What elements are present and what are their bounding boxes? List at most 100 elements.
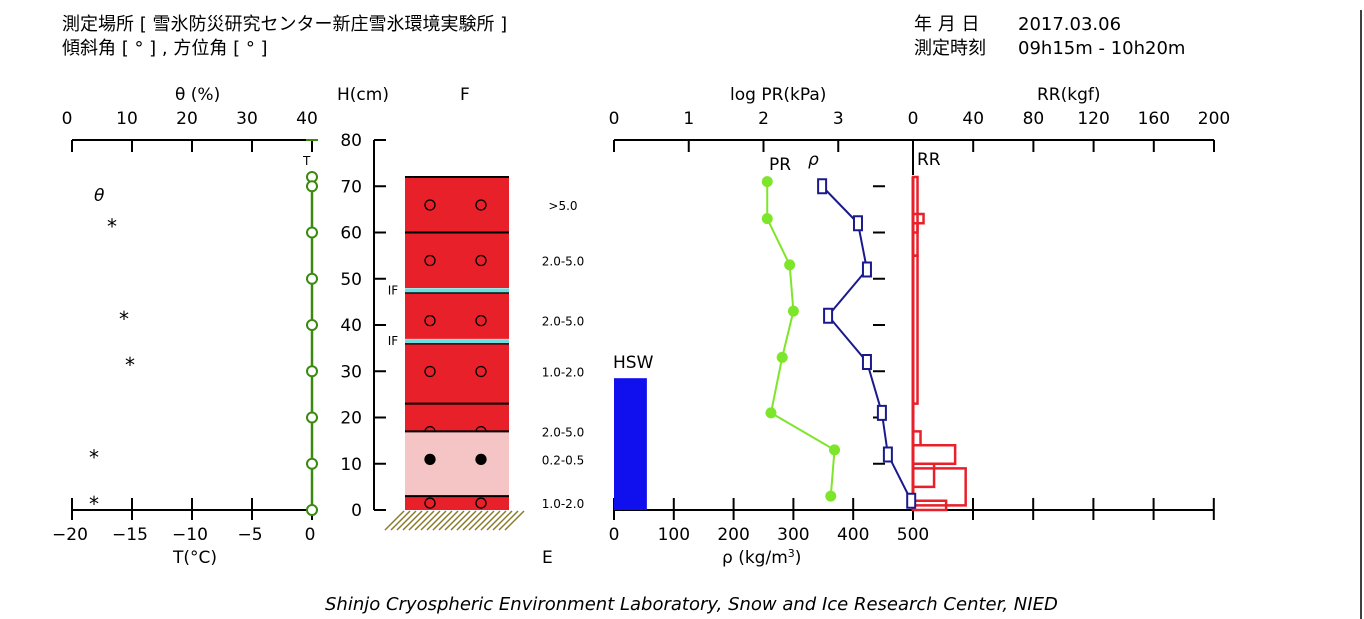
time-label: 測定時刻	[914, 38, 986, 59]
temperature-tick-label: 0	[305, 525, 316, 545]
hardness-label: >5.0	[548, 199, 577, 213]
pr-point	[787, 305, 799, 317]
grain-symbol	[475, 314, 487, 327]
pr-line	[766, 181, 836, 497]
density-point	[861, 354, 872, 370]
temperature-tick-label: −5	[237, 525, 262, 545]
ground-hatch-line	[498, 510, 519, 531]
pr-point	[776, 351, 788, 363]
ground-hatch-line	[420, 510, 441, 531]
hardness-label: 1.0-2.0	[542, 366, 585, 380]
theta-series-label: θ	[94, 186, 105, 206]
density-point	[876, 404, 887, 421]
snow-layer	[405, 403, 509, 432]
date-label: 年 月 日	[914, 14, 979, 35]
temperature-axis-title: T(°C)	[172, 548, 217, 568]
density-point	[852, 215, 863, 232]
snow-layer	[405, 431, 509, 497]
density-tick-label: 200	[717, 525, 749, 545]
pr-point	[761, 176, 773, 188]
ground-hatch-line	[474, 510, 495, 531]
density-series-label: ρ	[808, 150, 819, 170]
ground-hatch-line	[492, 510, 513, 531]
ground-hatch-line	[444, 510, 465, 531]
temperature-series-label: T	[302, 154, 311, 168]
logpr-rr-axis: 0 1 2 3 0 40 80 120 160 200	[609, 109, 1230, 175]
hsw-bar	[614, 378, 647, 510]
pr-series	[761, 176, 841, 502]
grain-symbol	[475, 254, 487, 267]
density-point	[882, 446, 893, 463]
grain-column-label: F	[460, 85, 470, 105]
density-point	[861, 261, 872, 278]
ground-hatch-line	[414, 510, 435, 531]
density-tick-label: 500	[897, 525, 929, 545]
rr-tick-label: 40	[962, 109, 984, 129]
hsw-label: HSW	[613, 353, 654, 373]
logpr-tick-label: 0	[609, 109, 620, 129]
snow-layer	[405, 292, 509, 339]
right-height-ticks	[873, 139, 885, 511]
ground-hatch-line	[384, 510, 405, 531]
density-series	[817, 178, 917, 509]
height-tick-label: 40	[340, 316, 362, 336]
theta-marks: * * * * *	[89, 214, 135, 516]
rr-bar	[911, 444, 957, 465]
ground-hatch-line	[504, 510, 525, 531]
height-axis: 0 10 20 30 40 50 60 70 80	[340, 131, 386, 521]
density-point	[906, 492, 917, 509]
snow-layer	[405, 496, 509, 510]
pr-series-label: PR	[769, 155, 791, 175]
density-tick-label: 400	[837, 525, 869, 545]
temperature-point	[306, 180, 318, 193]
height-tick-label: 10	[340, 455, 362, 475]
density-axis-title: ρ (kg/m3)	[722, 547, 801, 569]
temperature-series	[306, 171, 318, 516]
date-value: 2017.03.06	[1018, 14, 1121, 35]
density-tick-label: 0	[609, 525, 620, 545]
rr-tick-label: 80	[1023, 109, 1045, 129]
hardness-label: 1.0-2.0	[542, 497, 585, 511]
grain-symbol	[424, 199, 436, 211]
height-tick-label: 50	[340, 270, 362, 290]
ground-hatch-line	[438, 510, 459, 531]
angle-label: 傾斜角 [ ° ] , 方位角 [ ° ]	[62, 38, 268, 59]
height-tick-label: 60	[340, 224, 362, 244]
rr-series	[911, 175, 967, 512]
ground-hatch-line	[450, 510, 471, 531]
ground-hatch-line	[390, 510, 411, 531]
temperature-point	[306, 272, 318, 285]
density-tick-label: 100	[658, 525, 690, 545]
hardness-label: 2.0-5.0	[542, 255, 585, 269]
ground-hatch-line	[408, 510, 429, 531]
temperature-point	[306, 226, 318, 239]
grain-symbol	[424, 453, 436, 466]
theta-mark: *	[119, 307, 129, 331]
theta-mark: *	[107, 214, 117, 238]
density-point	[817, 178, 828, 195]
rr-tick-label: 120	[1077, 109, 1109, 129]
site-label: 測定場所 [ 雪氷防災研究センター新庄雪氷環境実験所 ]	[62, 14, 507, 35]
theta-mark: *	[89, 492, 99, 516]
ice-film	[405, 339, 509, 344]
snow-layer	[405, 232, 509, 288]
ground-hatch-line	[426, 510, 447, 531]
temperature-tick-label: −10	[172, 525, 208, 545]
grain-symbol	[475, 497, 487, 509]
logpr-axis-title: log PR(kPa)	[730, 85, 826, 105]
hardness-label: 2.0-5.0	[542, 315, 585, 329]
rr-series-label: RR	[917, 150, 941, 170]
theta-tick-label: 10	[116, 109, 138, 129]
grain-symbol	[424, 497, 436, 509]
ground-area	[405, 511, 509, 530]
snow-layers: >5.0 2.0-5.0 2.0-5.0 1.0-2.0 2.0-5.0 0.2-0.5 1…	[388, 176, 585, 511]
height-tick-label: 80	[340, 131, 362, 151]
ground-hatch-line	[432, 510, 453, 531]
temperature-point	[306, 457, 318, 470]
pr-point	[761, 213, 773, 225]
hsw-bar-rect	[614, 378, 647, 510]
height-tick-label: 30	[340, 362, 362, 382]
theta-mark: *	[125, 353, 135, 377]
grain-symbol	[424, 314, 436, 327]
